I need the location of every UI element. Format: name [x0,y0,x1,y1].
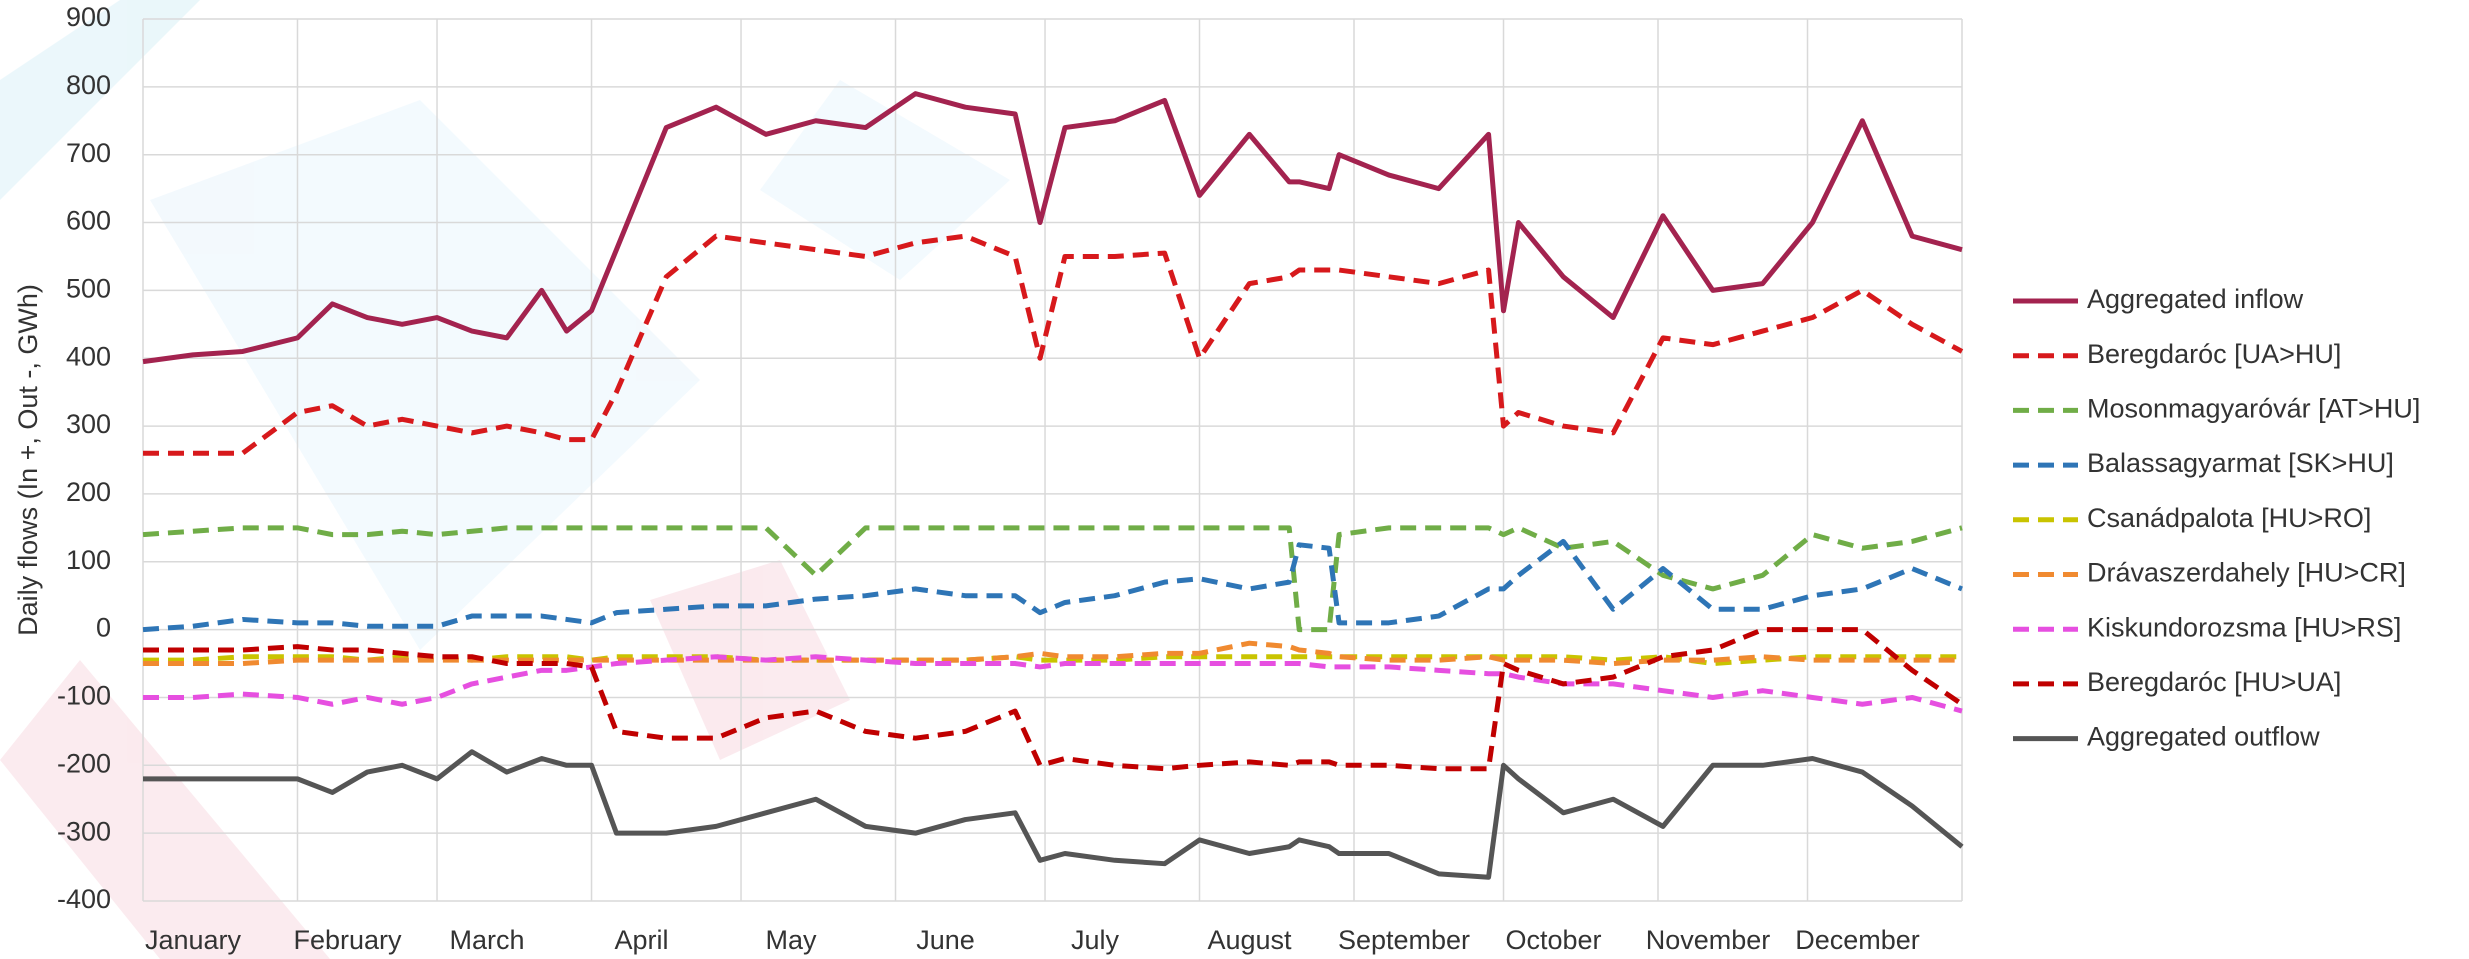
legend-label: Kiskundorozsma [HU>RS] [2087,612,2401,642]
y-axis-label: Daily flows (In +, Out -, GWh) [13,284,43,636]
legend-label: Balassagyarmat [SK>HU] [2087,448,2394,478]
y-tick-label: 500 [66,274,111,304]
y-tick-label: 800 [66,70,111,100]
x-tick-label: February [293,925,402,955]
x-tick-label: December [1795,925,1920,955]
x-tick-label: November [1646,925,1771,955]
legend-label: Csanádpalota [HU>RO] [2087,503,2371,533]
x-tick-label: May [766,925,818,955]
x-tick-label: June [916,925,975,955]
series-line [142,525,1963,633]
y-tick-label: -300 [57,816,111,846]
y-tick-label: 700 [66,138,111,168]
x-tick-label: October [1505,925,1601,955]
y-tick-label: 100 [66,545,111,575]
legend-label: Beregdaróc [HU>UA] [2087,667,2341,697]
y-tick-label: 600 [66,206,111,236]
y-tick-label: 300 [66,409,111,439]
x-tick-label: March [450,925,525,955]
y-tick-label: -200 [57,748,111,778]
y-tick-label: 900 [66,2,111,32]
y-tick-label: 400 [66,341,111,371]
series-line [142,538,1963,633]
series-line [143,627,1964,772]
y-tick-label: -100 [57,681,111,711]
x-tick-label: August [1207,925,1292,955]
x-tick-label: July [1071,925,1120,955]
y-tick-label: 200 [66,477,111,507]
y-tick-label: -400 [57,884,111,914]
background-decor [0,0,1010,959]
series-line [143,654,1963,714]
x-tick-label: January [145,925,242,955]
series-line [142,91,1963,365]
legend-label: Aggregated outflow [2087,722,2320,752]
legend-label: Mosonmagyaróvár [AT>HU] [2087,394,2420,424]
y-tick-label: 0 [96,613,111,643]
legend-label: Beregdaróc [UA>HU] [2087,339,2341,369]
series-line [143,233,1964,456]
series-line [143,640,1962,667]
x-tick-label: September [1338,925,1470,955]
series-line [143,749,1964,880]
legend-label: Drávaszerdahely [HU>CR] [2087,558,2406,588]
legend-label: Aggregated inflow [2087,284,2304,314]
x-tick-label: April [615,925,669,955]
